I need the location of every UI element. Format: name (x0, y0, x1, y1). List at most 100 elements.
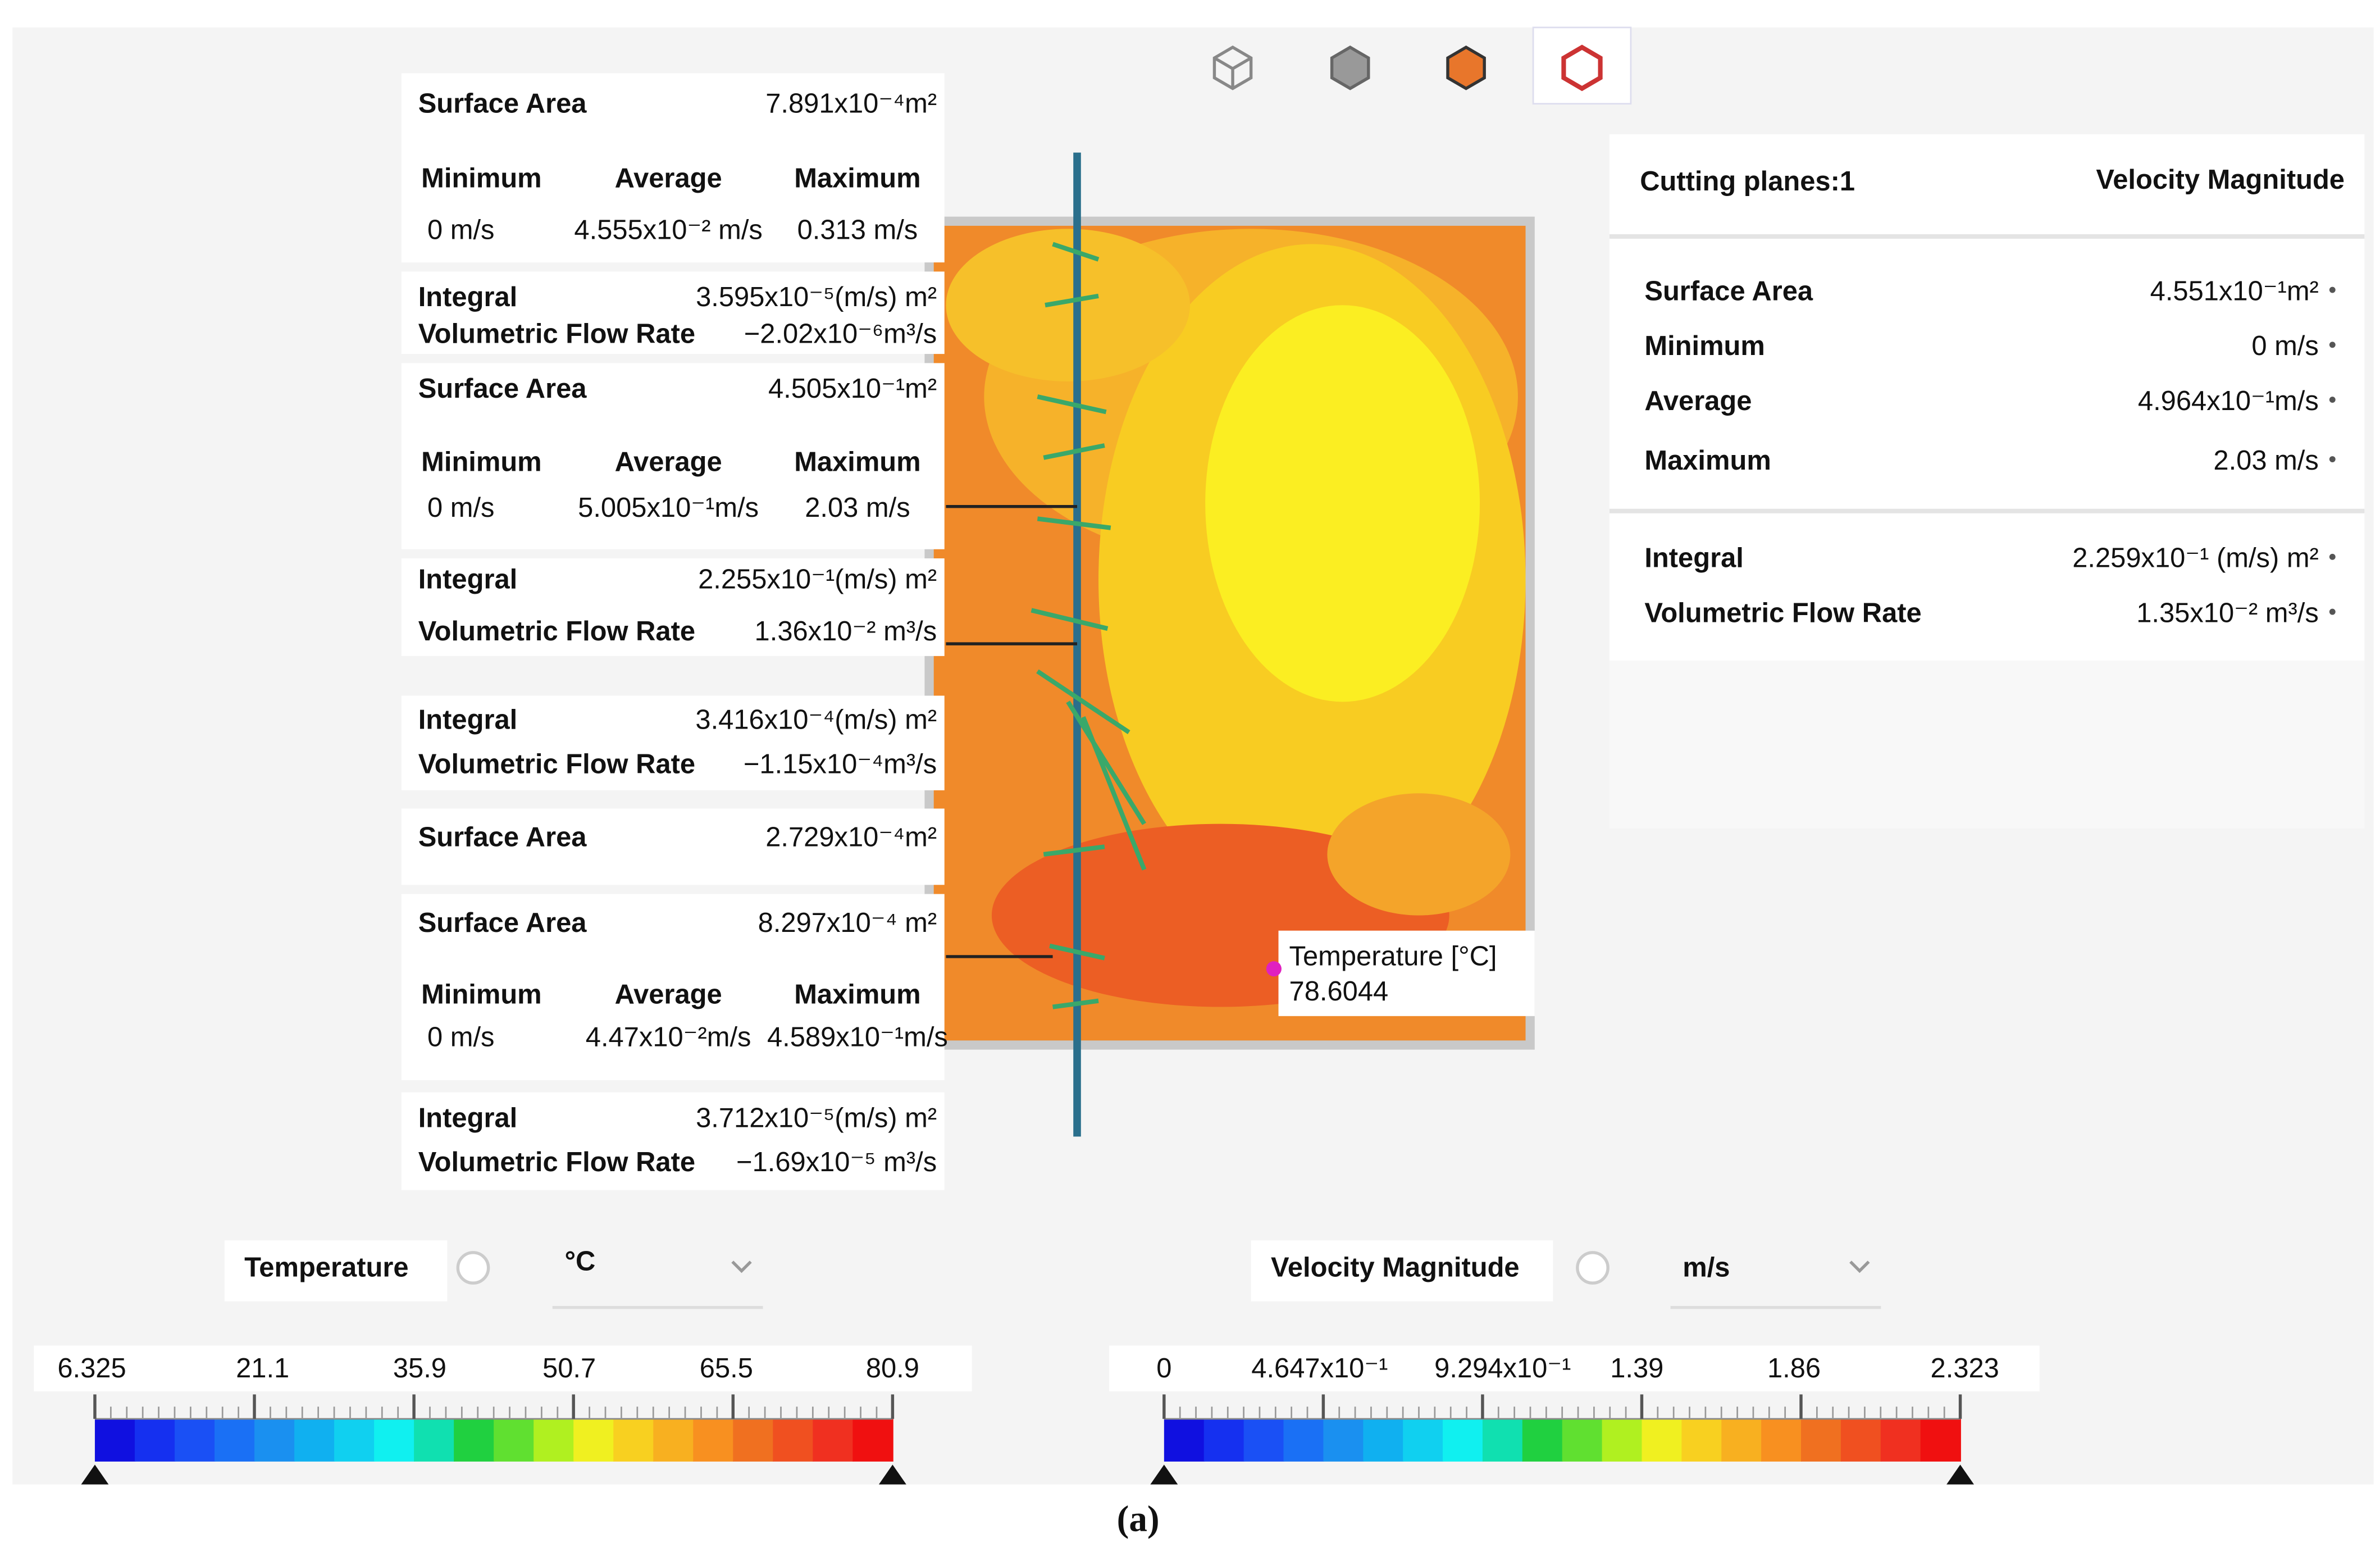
stat-header: Average (615, 163, 722, 193)
colorbar-cell (494, 1418, 535, 1462)
stat-value: 0 m/s (427, 493, 494, 523)
stat-value: 4.589x10⁻¹m/s (767, 1022, 948, 1052)
ticks-bg (34, 1345, 972, 1391)
unit-select[interactable]: °C (564, 1246, 595, 1277)
probe-value: 78.6044 (1289, 976, 1389, 1007)
stat-label: Minimum (1644, 331, 1765, 361)
bullet (2329, 342, 2336, 348)
contour-plot (924, 152, 1535, 1137)
stat-value: 0.313 m/s (797, 215, 918, 245)
colorbar-cell (573, 1418, 614, 1462)
colorbar-cell (1761, 1418, 1802, 1462)
toolbar (1212, 26, 1632, 105)
bullet (2329, 608, 2336, 615)
colorbar-cell (1801, 1418, 1842, 1462)
colorbar-cell (1164, 1418, 1205, 1462)
stat-value: 0 m/s (427, 1022, 494, 1052)
stat-label: Volumetric Flow Rate (418, 1147, 695, 1177)
colorbar-tick-label: 4.647x10⁻¹ (1251, 1353, 1388, 1384)
colorbar-cell (1363, 1418, 1404, 1462)
toggle[interactable] (456, 1251, 490, 1285)
colorbar-cell (414, 1418, 455, 1462)
view-icon[interactable] (1561, 44, 1603, 92)
colorbar-tick-label: 1.86 (1767, 1353, 1821, 1384)
stat-value: −1.69x10⁻⁵ m³/s (736, 1147, 937, 1177)
stat-panel (401, 558, 945, 656)
stat-label: Integral (418, 1103, 518, 1133)
stat-label: Average (1644, 386, 1752, 416)
colorbar-cell (1562, 1418, 1603, 1462)
stat-value: 1.35x10⁻² m³/s (2136, 598, 2319, 628)
stat-header: Maximum (794, 979, 920, 1009)
legend-name: Temperature (244, 1253, 408, 1283)
stat-header: Minimum (421, 979, 541, 1009)
colorbar-cell (1243, 1418, 1284, 1462)
stat-label: Volumetric Flow Rate (1644, 598, 1921, 628)
colorbar-tick-label: 0 (1156, 1353, 1171, 1384)
probe-point (1266, 961, 1282, 977)
colorbar-cell (653, 1418, 694, 1462)
colorbar-cell (1443, 1418, 1484, 1462)
colorbar-cell (254, 1418, 295, 1462)
colorbar-cell (1403, 1418, 1444, 1462)
stat-value: 3.712x10⁻⁵(m/s) m² (696, 1103, 937, 1133)
stat-value: 4.47x10⁻²m/s (586, 1022, 751, 1052)
colorbar-cell (1880, 1418, 1922, 1462)
colorbar-cell (1840, 1418, 1882, 1462)
toggle[interactable] (1576, 1251, 1610, 1285)
view-icon[interactable] (1446, 46, 1486, 90)
colorbar-cell (1721, 1418, 1762, 1462)
stat-label: Volumetric Flow Rate (418, 616, 695, 647)
legend-name: Velocity Magnitude (1271, 1253, 1520, 1283)
stat-value: 2.259x10⁻¹ (m/s) m² (2072, 543, 2319, 574)
probe-box (1278, 930, 1535, 1016)
range-handle[interactable] (81, 1464, 109, 1485)
panel-title: Cutting planes:1 (1640, 166, 1855, 197)
colorbar-cell (1681, 1418, 1722, 1462)
stat-panel (401, 808, 945, 885)
colorbar-tick-label: 6.325 (57, 1353, 126, 1384)
stat-value: 3.595x10⁻⁵(m/s) m² (696, 282, 937, 312)
view-icon[interactable] (1330, 46, 1370, 90)
colorbar-cell (773, 1418, 814, 1462)
stat-value: −2.02x10⁻⁶m³/s (744, 319, 937, 349)
stat-label: Surface Area (418, 88, 587, 119)
stat-value: −1.15x10⁻⁴m³/s (744, 749, 937, 779)
stat-header: Average (615, 979, 722, 1009)
colorbar-cell (1283, 1418, 1324, 1462)
colorbar-cell (1522, 1418, 1563, 1462)
stat-label: Surface Area (418, 374, 587, 404)
bullet (2329, 456, 2336, 462)
range-handle[interactable] (878, 1464, 906, 1485)
right-panel-ext (1609, 661, 2365, 829)
dropdown-chevron[interactable] (1849, 1261, 1870, 1273)
stat-panel (401, 363, 945, 549)
stat-label: Surface Area (1644, 276, 1813, 306)
caption: (a) (1117, 1499, 1160, 1539)
unit-select[interactable]: m/s (1683, 1253, 1730, 1283)
colorbar-tick-label: 1.39 (1610, 1353, 1663, 1384)
stat-panel (401, 695, 945, 790)
view-icon[interactable] (1212, 46, 1253, 90)
colorbar-cell (613, 1418, 654, 1462)
stat-label: Integral (418, 705, 518, 735)
colorbar-tick-label: 80.9 (866, 1353, 919, 1384)
range-handle[interactable] (1150, 1464, 1178, 1485)
colorbar-cell (1642, 1418, 1683, 1462)
stat-header: Average (615, 447, 722, 477)
stat-panel (401, 271, 945, 354)
stat-value: 2.255x10⁻¹(m/s) m² (698, 565, 937, 595)
panels: Surface Area 7.891x10⁻⁴m² Minimum Average Ma… (401, 73, 2365, 1190)
stat-label: Surface Area (418, 822, 587, 853)
contour-band (946, 229, 1190, 381)
dropdown-chevron[interactable] (731, 1261, 752, 1273)
colorbar-tick-label: 2.323 (1931, 1353, 1999, 1384)
range-handle[interactable] (1946, 1464, 1975, 1485)
colorbar-cell (1203, 1418, 1244, 1462)
probe-label: Temperature [°C] (1289, 941, 1497, 972)
stat-value: 4.555x10⁻² m/s (574, 215, 763, 245)
stat-label: Integral (418, 282, 518, 312)
colorbar-cell (852, 1418, 893, 1462)
contour-band (1205, 305, 1480, 702)
colorbar-tick-label: 9.294x10⁻¹ (1434, 1353, 1571, 1384)
